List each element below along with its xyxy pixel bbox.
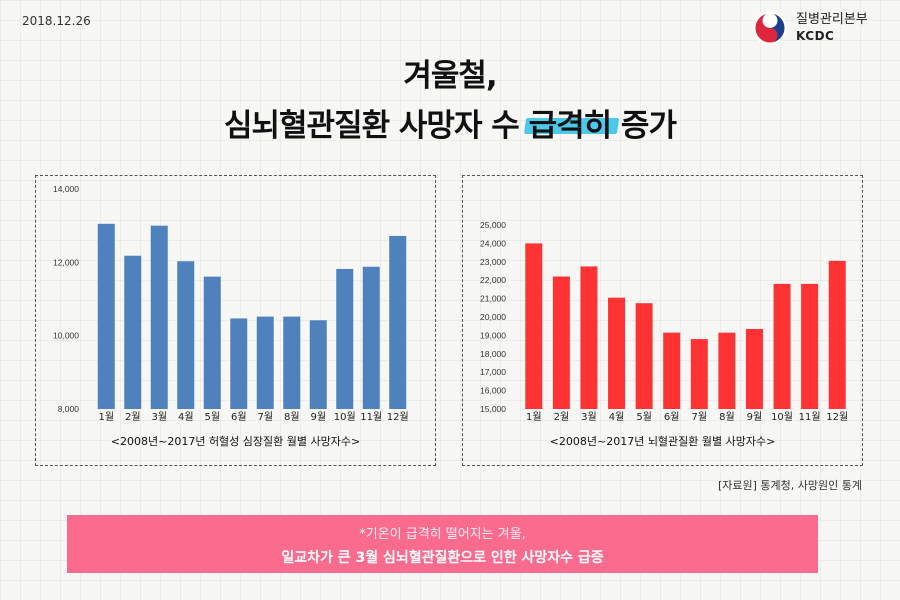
ischemic-heart-chart: 8,000 10,000 12,000 14,000 1월 2월 3월 4월 5월 6월 7월 8월 9…	[53, 184, 409, 423]
y-tick-label: 8,000	[58, 404, 80, 414]
x-tick-label: 5월	[636, 411, 652, 423]
x-tick-label: 9월	[310, 411, 326, 423]
bar-12월	[389, 235, 407, 409]
x-tick-label: 1월	[526, 411, 542, 423]
x-tick-label: 12월	[387, 411, 409, 423]
bar-11월	[362, 266, 380, 409]
bar-3월	[150, 225, 168, 409]
y-tick-label: 24,000	[480, 238, 506, 248]
y-tick-label: 22,000	[480, 275, 506, 285]
bar-7월	[256, 316, 274, 409]
banner-line1: *기온이 급격히 떨어지는 겨울,	[359, 527, 526, 542]
y-tick-label: 18,000	[480, 349, 506, 359]
bar-1월	[525, 243, 543, 409]
x-tick-label: 9월	[747, 411, 763, 423]
x-tick-label: 6월	[664, 411, 680, 423]
x-tick-label: 4월	[609, 411, 625, 423]
y-tick-label: 10,000	[53, 331, 79, 341]
bar-10월	[336, 268, 354, 409]
title-highlight: 급격히	[529, 100, 613, 145]
y-tick-label: 25,000	[480, 220, 506, 230]
x-tick-label: 8월	[719, 411, 735, 423]
chart-caption-cerebrovascular: <2008년~2017년 뇌혈관질환 월별 사망자수>	[549, 435, 776, 448]
logo-name: 질병관리본부	[796, 12, 868, 27]
x-tick-label: 3월	[581, 411, 597, 423]
y-tick-label: 21,000	[480, 294, 506, 304]
bar-2월	[552, 276, 570, 409]
bar-7월	[690, 339, 708, 409]
bar-12월	[828, 260, 846, 409]
cerebrovascular-chart: 15,000 16,000 17,000 18,000 19,000 20,000 21,0…	[480, 220, 848, 423]
bar-8월	[718, 332, 736, 409]
x-tick-label: 12월	[826, 411, 848, 423]
bar-6월	[230, 318, 248, 409]
banner-line2: 일교차가 큰 3월 심뇌혈관질환으로 인한 사망자수 급증	[281, 550, 604, 566]
title-end: 증가	[611, 108, 677, 144]
x-tick-label: 11월	[799, 411, 821, 423]
chart-caption-ischemic-heart: <2008년~2017년 허혈성 심장질환 월별 사망자수>	[110, 435, 361, 448]
page-title-line2: 심뇌혈관질환 사망자 수 급격히 증가	[0, 100, 900, 145]
x-tick-label: 2월	[554, 411, 570, 423]
x-tick-label: 11월	[360, 411, 382, 423]
kcdc-emblem-icon	[753, 11, 787, 45]
x-tick-label: 1월	[98, 411, 114, 423]
bar-5월	[203, 276, 221, 409]
y-tick-label: 23,000	[480, 257, 506, 267]
y-tick-label: 20,000	[480, 312, 506, 322]
y-tick-label: 12,000	[53, 257, 79, 267]
y-tick-label: 19,000	[480, 330, 506, 340]
kcdc-logo: 질병관리본부 KCDC	[752, 10, 868, 46]
page-title-line1: 겨울철,	[403, 58, 497, 94]
x-tick-label: 4월	[178, 411, 194, 423]
bar-5월	[635, 303, 653, 409]
x-tick-label: 8월	[284, 411, 300, 423]
x-tick-label: 7월	[257, 411, 273, 423]
bar-8월	[283, 316, 301, 409]
bar-3월	[580, 266, 598, 409]
bar-10월	[773, 283, 791, 409]
date-label: 2018.12.26	[22, 14, 91, 28]
bar-2월	[124, 255, 142, 409]
x-tick-label: 10월	[771, 411, 793, 423]
bar-9월	[309, 320, 327, 409]
x-tick-label: 3월	[151, 411, 167, 423]
x-tick-label: 5월	[204, 411, 220, 423]
bar-4월	[608, 297, 626, 409]
y-tick-label: 14,000	[53, 184, 79, 194]
x-tick-label: 10월	[334, 411, 356, 423]
x-tick-label: 2월	[125, 411, 141, 423]
title-plain: 심뇌혈관질환 사망자 수	[224, 108, 529, 144]
chart-panel-ischemic-heart: 8,000 10,000 12,000 14,000 1월 2월 3월 4월 5월 6월 7월 8월 9…	[35, 175, 436, 466]
summary-banner: *기온이 급격히 떨어지는 겨울, 일교차가 큰 3월 심뇌혈관질환으로 인한 …	[67, 515, 818, 573]
bar-4월	[177, 261, 195, 409]
bar-11월	[801, 283, 819, 409]
bar-1월	[97, 223, 115, 409]
bar-9월	[745, 328, 763, 409]
x-tick-label: 7월	[692, 411, 708, 423]
y-tick-label: 15,000	[480, 404, 506, 414]
data-source: [자료원] 통계청, 사망원인 통계	[717, 479, 862, 492]
chart-panel-cerebrovascular: 15,000 16,000 17,000 18,000 19,000 20,000 21,0…	[462, 175, 863, 466]
bar-6월	[663, 332, 681, 409]
logo-abbr: KCDC	[796, 29, 835, 43]
y-tick-label: 17,000	[480, 367, 506, 377]
x-tick-label: 6월	[231, 411, 247, 423]
y-tick-label: 16,000	[480, 386, 506, 396]
